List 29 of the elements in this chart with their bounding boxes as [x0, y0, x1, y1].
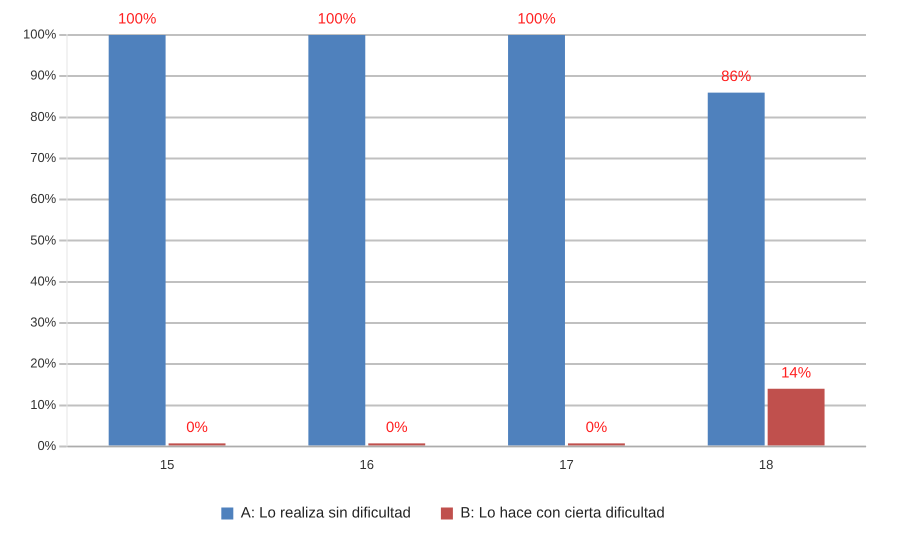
x-tick-label: 18 — [758, 456, 774, 472]
data-label: 100% — [517, 10, 556, 28]
y-tick-label: 30% — [30, 314, 57, 330]
y-tick-label: 10% — [30, 396, 57, 412]
data-label: 0% — [186, 419, 208, 436]
y-tick-label: 100% — [23, 26, 57, 42]
x-tick-label: 16 — [360, 456, 374, 472]
y-tick-label: 20% — [30, 356, 57, 371]
y-tick-label: 90% — [30, 68, 57, 83]
legend-label: B: Lo hace con cierta dificultad — [460, 504, 665, 522]
y-tick-label: 0% — [37, 438, 57, 453]
data-label: 100% — [118, 10, 156, 28]
data-label: 0% — [386, 419, 408, 436]
x-tick-label: 17 — [559, 456, 574, 472]
data-label: 86% — [721, 68, 752, 86]
y-tick-label: 60% — [30, 191, 57, 206]
y-tick-label: 40% — [30, 273, 57, 288]
data-label: 14% — [781, 364, 812, 382]
y-tick-label: 50% — [30, 232, 57, 248]
data-label: 0% — [586, 419, 608, 436]
bar — [708, 92, 765, 446]
legend-label: A: Lo realiza sin dificultad — [240, 504, 411, 522]
data-label: 100% — [318, 10, 356, 28]
bar — [308, 35, 366, 446]
x-tick-label: 15 — [160, 456, 174, 472]
bar — [108, 35, 166, 446]
y-tick-label: 70% — [30, 150, 57, 165]
bar — [508, 35, 565, 446]
y-tick-label: 80% — [30, 108, 57, 124]
